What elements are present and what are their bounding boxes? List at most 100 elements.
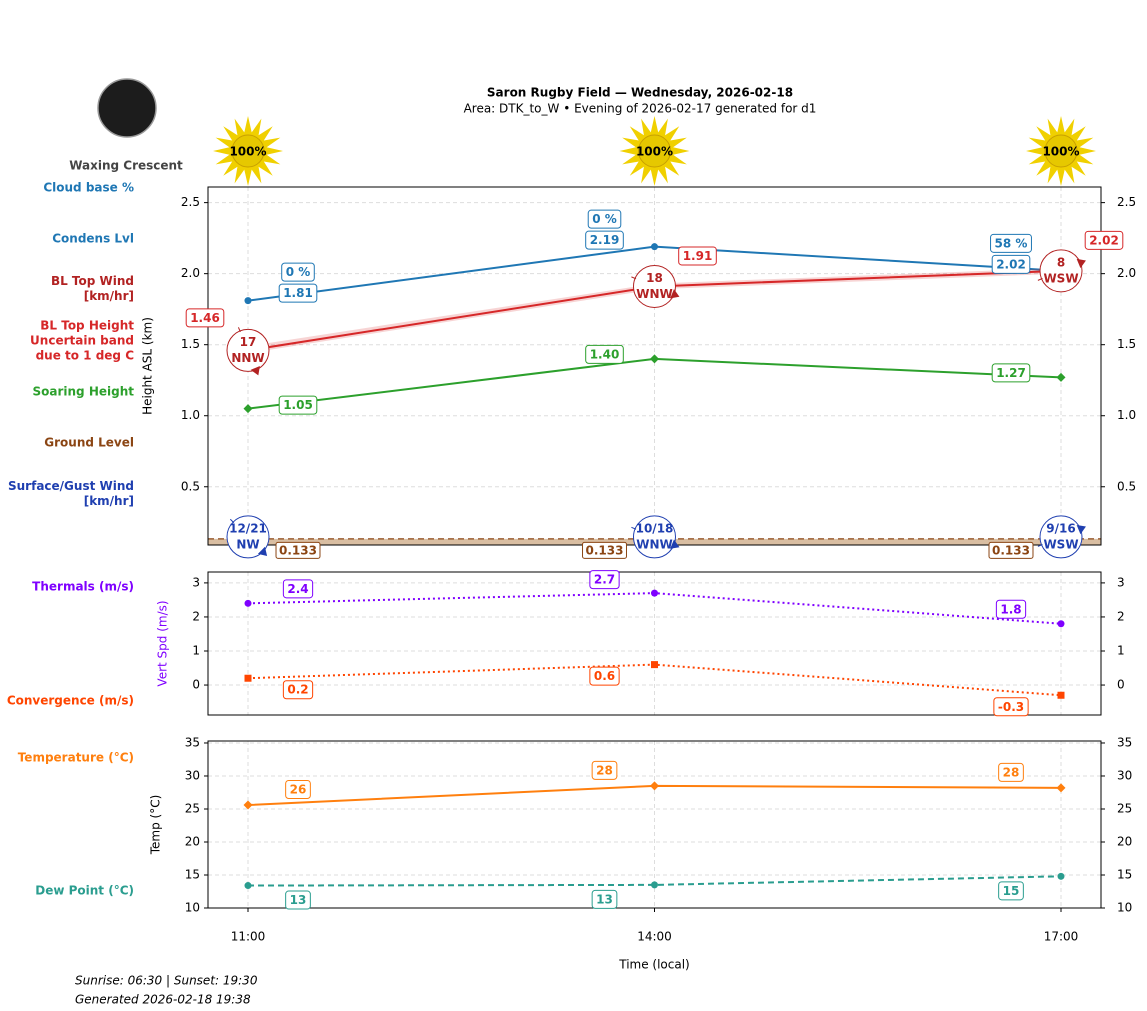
value-label-box [998, 762, 1024, 782]
wind-arrow [670, 289, 680, 299]
legend-entry: Temperature (°C) [17, 750, 134, 765]
value-label: 26 [290, 783, 307, 797]
value-label: 0 % [286, 265, 311, 279]
wind-direction: WSW [1043, 537, 1078, 551]
y-tick-label: 0.5 [181, 479, 200, 493]
chart-subtitle: Area: DTK_to_W • Evening of 2026-02-17 g… [464, 102, 817, 116]
wind-direction: WSW [1043, 271, 1078, 285]
wind-speed: 10/18 [636, 521, 674, 535]
marker [244, 599, 252, 607]
y-tick-label: 0.5 [1117, 479, 1136, 493]
legend-entry: BL Top Height Uncertain band due to 1 de… [30, 318, 134, 363]
value-label-box [589, 666, 620, 686]
value-label-box [587, 209, 622, 229]
y-tick-label: 25 [1117, 801, 1132, 815]
value-label: 1.40 [590, 347, 620, 361]
value-label-box [585, 344, 624, 364]
value-label-box [281, 262, 315, 282]
wind-tail [631, 526, 637, 530]
value-label: 1.91 [683, 249, 713, 263]
wind-arrow [257, 546, 268, 556]
legend-entry: Soaring Height [32, 384, 135, 399]
marker [651, 589, 658, 597]
marker [651, 881, 658, 889]
wind-arrow [1076, 258, 1086, 269]
generated-note: Generated 2026-02-18 19:38 [75, 993, 251, 1007]
y-tick-label: 30 [1117, 768, 1132, 782]
y-tick-label: 20 [1117, 834, 1132, 848]
wind-speed: 18 [646, 271, 663, 285]
value-label-box [278, 283, 318, 303]
value-label-box [988, 541, 1034, 559]
legend-entry: Dew Point (°C) [35, 883, 134, 898]
value-label: 2.4 [287, 582, 308, 596]
wind-tail [229, 518, 235, 524]
y-tick-label: 2.5 [1117, 195, 1136, 209]
wind-arrow [670, 539, 680, 549]
wind-direction: NNW [231, 351, 264, 365]
y-tick-label: 0 [1117, 678, 1125, 692]
y-tick-label: 1 [1117, 643, 1125, 657]
sun-label: 100% [636, 145, 673, 159]
y-tick-label: 1.5 [1117, 337, 1136, 351]
value-label-box [991, 254, 1031, 274]
wind-arrow [1076, 525, 1086, 535]
wind-speed: 9/16 [1046, 521, 1075, 535]
y-tick-label: 30 [185, 768, 200, 782]
moon-phase: Waxing Crescent [69, 159, 183, 173]
plot-frame [207, 740, 1102, 909]
y-axis-label: Vert Spd (m/s) [156, 600, 170, 686]
wind-tail [1037, 278, 1043, 281]
value-label-box [185, 308, 225, 328]
value-label: 2.7 [594, 573, 615, 587]
marker [244, 674, 252, 682]
sun-times: Sunrise: 06:30 | Sunset: 19:30 [75, 974, 258, 988]
marker [1057, 691, 1065, 699]
wind-tail [631, 276, 637, 280]
y-tick-label: 2 [1117, 609, 1125, 623]
marker [244, 882, 252, 890]
value-label: 0 % [592, 212, 617, 226]
wind-direction: NW [236, 537, 259, 551]
sun-icon [638, 134, 671, 168]
y-tick-label: 2 [192, 609, 200, 623]
value-label-box [993, 697, 1029, 717]
value-label: 28 [1003, 765, 1020, 779]
value-label: 0.133 [279, 543, 317, 557]
value-label: 2.19 [590, 233, 620, 247]
value-label-box [1084, 230, 1124, 250]
value-label-box [278, 395, 318, 415]
plot-frame [207, 571, 1102, 716]
marker [650, 354, 659, 364]
sun-icon [1044, 134, 1078, 168]
wind-direction: WNW [636, 537, 673, 551]
legend-entry: Convergence (m/s) [6, 693, 134, 708]
value-label: 1.81 [283, 286, 313, 300]
value-label: 2.02 [1089, 233, 1119, 247]
wind-speed: 8 [1057, 255, 1065, 269]
y-tick-label: 1 [192, 643, 200, 657]
value-label-box [991, 363, 1031, 383]
value-label: 15 [1003, 884, 1020, 898]
marker [243, 800, 253, 810]
value-label-box [678, 246, 717, 266]
value-label-box [591, 760, 618, 780]
y-tick-label: 2.0 [1117, 266, 1136, 280]
x-tick-label: 14:00 [637, 930, 672, 944]
marker [1057, 872, 1065, 880]
wind-speed: 17 [240, 335, 257, 349]
wind-speed: 12/21 [229, 521, 267, 535]
legend-entry: Ground Level [44, 435, 134, 450]
y-tick-label: 2.0 [181, 266, 200, 280]
moon-icon [97, 78, 157, 138]
sun-label: 100% [229, 145, 266, 159]
y-tick-label: 1.5 [181, 337, 200, 351]
y-tick-label: 1.0 [1117, 408, 1136, 422]
legend-entry: Thermals (m/s) [32, 579, 134, 594]
value-label: 28 [596, 763, 613, 777]
y-tick-label: 20 [185, 834, 200, 848]
value-label: 1.27 [996, 366, 1026, 380]
legend-entry: Cloud base % [43, 180, 134, 195]
value-label-box [582, 541, 627, 559]
